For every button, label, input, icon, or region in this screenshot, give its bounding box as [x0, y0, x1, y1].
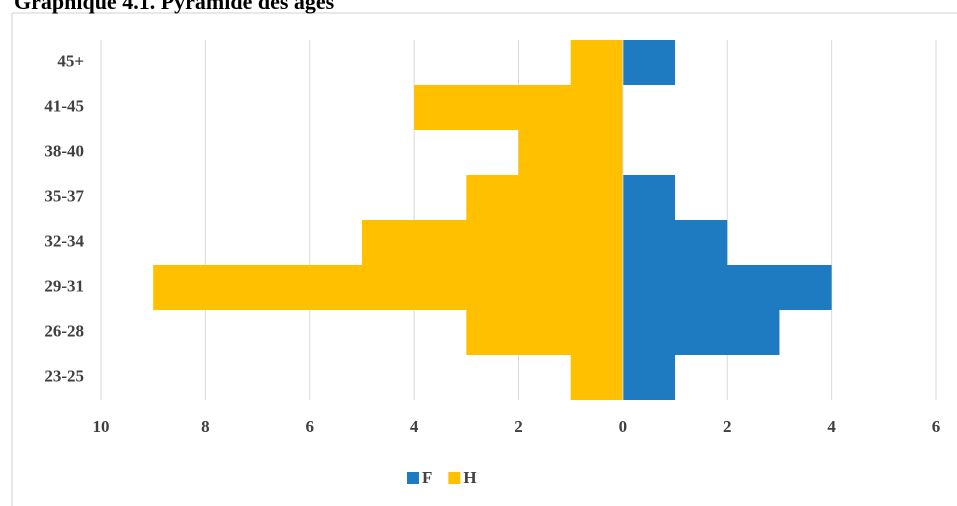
x-tick-label: 6: [932, 417, 941, 436]
y-tick-label: 35-37: [44, 186, 84, 205]
bar: [622, 355, 676, 400]
x-tick-label: 8: [201, 417, 210, 436]
legend-swatch: [448, 472, 461, 484]
y-tick-label: 26-28: [44, 321, 84, 340]
y-tick-label: 23-25: [44, 366, 84, 385]
bar: [570, 40, 623, 85]
bar: [414, 85, 623, 130]
y-tick-label: 45+: [57, 51, 84, 70]
y-tick-label: 29-31: [44, 276, 84, 295]
x-tick-label: 2: [723, 417, 732, 436]
bar: [570, 355, 623, 400]
y-tick-label: 38-40: [44, 141, 84, 160]
x-tick-label: 6: [306, 417, 315, 436]
bar: [622, 40, 676, 85]
bar: [466, 175, 623, 220]
y-tick-label: 41-45: [44, 96, 84, 115]
chart-title: Graphique 4.1. Pyramide des âges: [14, 0, 335, 14]
bar: [518, 130, 623, 175]
bar: [622, 310, 780, 355]
legend-label: H: [463, 468, 476, 487]
bar: [466, 310, 623, 355]
legend-swatch: [407, 472, 419, 484]
x-tick-label: 4: [827, 417, 836, 436]
legend-label: F: [422, 468, 432, 487]
x-tick-label: 0: [619, 417, 628, 436]
y-tick-label: 32-34: [44, 231, 84, 250]
bar: [622, 265, 832, 310]
bar: [622, 220, 728, 265]
x-tick-label: 4: [410, 417, 419, 436]
bar: [622, 175, 676, 220]
x-tick-label: 10: [93, 417, 110, 436]
bar: [361, 220, 623, 265]
x-tick-label: 2: [514, 417, 523, 436]
bar: [153, 265, 623, 310]
